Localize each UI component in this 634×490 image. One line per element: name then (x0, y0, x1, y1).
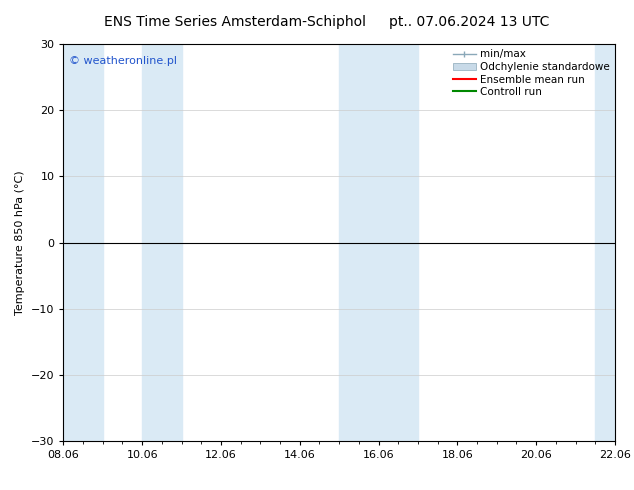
Text: pt.. 07.06.2024 13 UTC: pt.. 07.06.2024 13 UTC (389, 15, 549, 29)
Text: ENS Time Series Amsterdam-Schiphol: ENS Time Series Amsterdam-Schiphol (103, 15, 366, 29)
Bar (142, 44, 181, 441)
Bar (595, 44, 615, 441)
Bar (339, 44, 418, 441)
Bar (63, 44, 103, 441)
Text: © weatheronline.pl: © weatheronline.pl (69, 56, 177, 66)
Legend: min/max, Odchylenie standardowe, Ensemble mean run, Controll run: min/max, Odchylenie standardowe, Ensembl… (451, 47, 612, 99)
Y-axis label: Temperature 850 hPa (°C): Temperature 850 hPa (°C) (15, 170, 25, 315)
